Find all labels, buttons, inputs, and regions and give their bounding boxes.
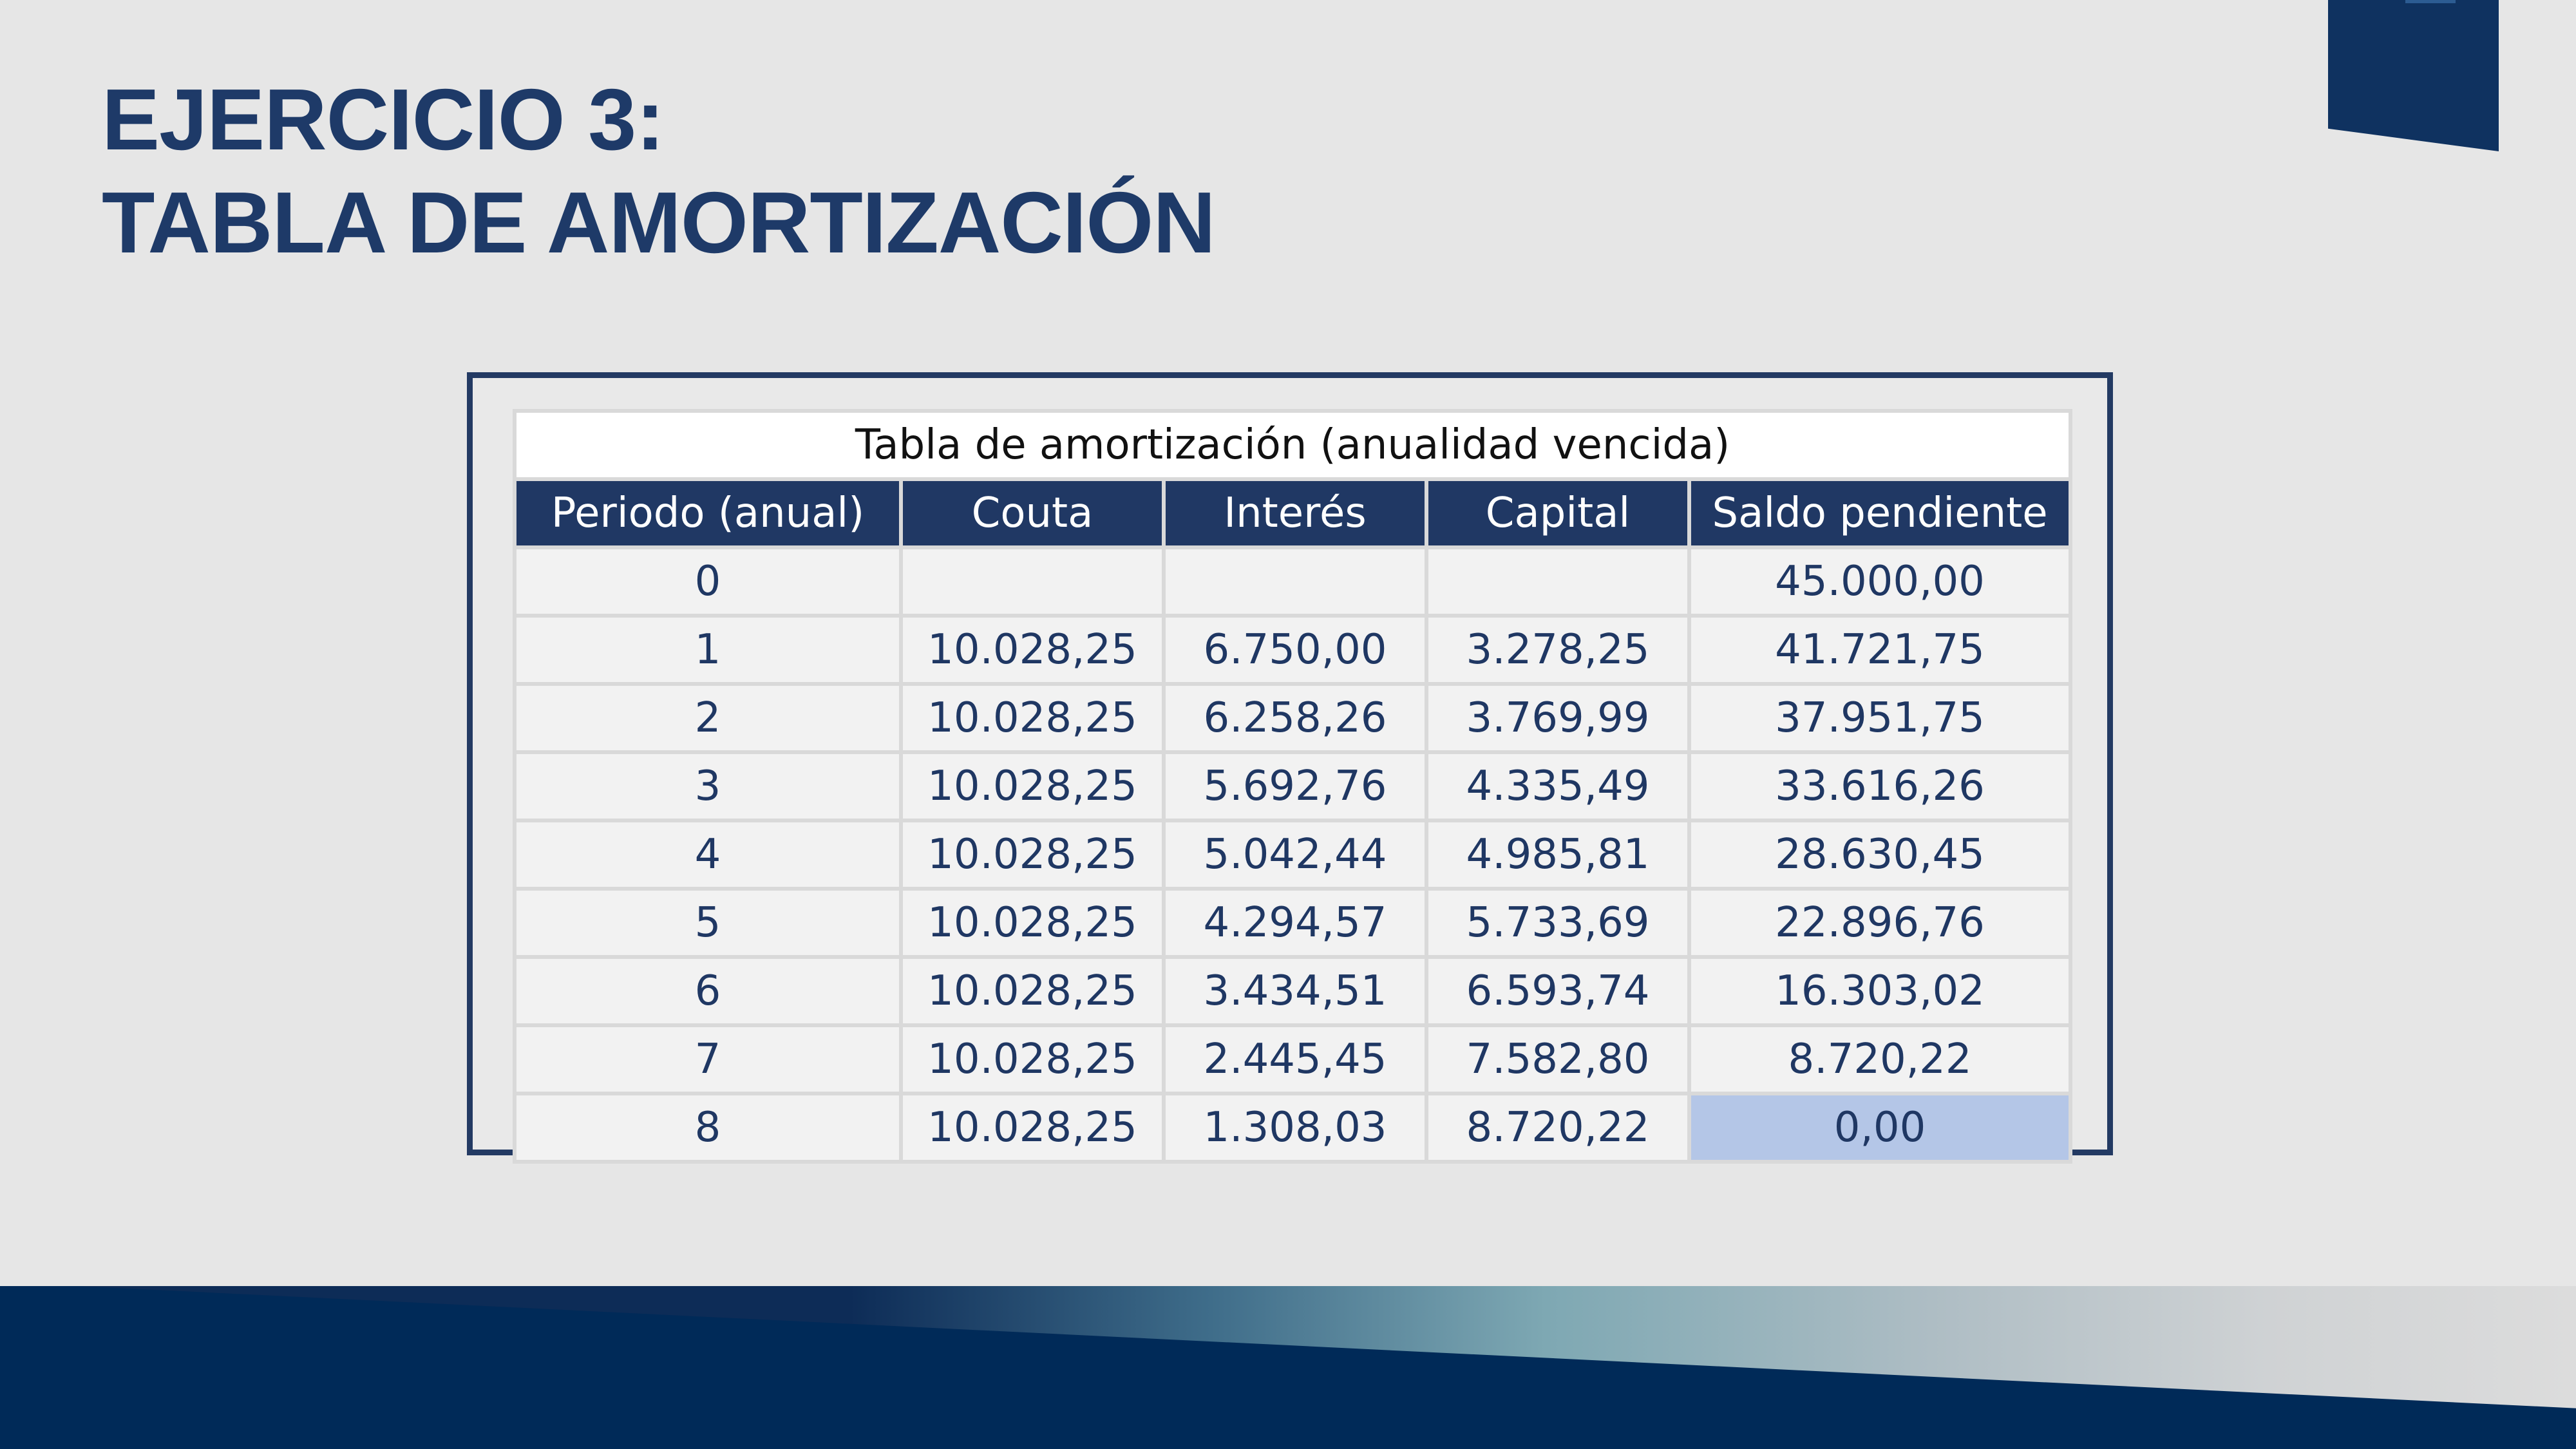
cell-capital: 8.720,22 <box>1425 1092 1691 1164</box>
cell-saldo: 22.896,76 <box>1687 887 2073 959</box>
cell-interes: 3.434,51 <box>1162 955 1428 1027</box>
cell-interes: 1.308,03 <box>1162 1092 1428 1164</box>
cell-couta: 10.028,25 <box>899 1092 1166 1164</box>
table-row: 2 10.028,25 6.258,26 3.769,99 37.951,75 <box>513 682 2073 754</box>
cell-periodo: 7 <box>513 1023 903 1095</box>
cell-capital: 3.769,99 <box>1425 682 1691 754</box>
cell-periodo: 6 <box>513 955 903 1027</box>
table-caption-row: Tabla de amortización (anualidad vencida… <box>512 409 2073 479</box>
cell-interes: 5.692,76 <box>1162 750 1428 822</box>
column-header-interes: Interés <box>1162 477 1428 549</box>
cell-capital: 6.593,74 <box>1425 955 1691 1027</box>
table-row: 1 10.028,25 6.750,00 3.278,25 41.721,75 <box>513 614 2073 686</box>
cell-interes: 5.042,44 <box>1162 819 1428 891</box>
cell-capital: 7.582,80 <box>1425 1023 1691 1095</box>
cell-periodo: 4 <box>513 819 903 891</box>
cell-couta: 10.028,25 <box>899 750 1166 822</box>
table-header-row: Periodo (anual) Couta Interés Capital Sa… <box>513 477 2073 549</box>
column-header-capital: Capital <box>1425 477 1691 549</box>
cell-interes: 6.258,26 <box>1162 682 1428 754</box>
cell-periodo: 5 <box>513 887 903 959</box>
cell-periodo: 2 <box>513 682 903 754</box>
table-row: 6 10.028,25 3.434,51 6.593,74 16.303,02 <box>513 955 2073 1027</box>
slide-title-line-1: EJERCICIO 3: <box>102 71 665 168</box>
table-row: 7 10.028,25 2.445,45 7.582,80 8.720,22 <box>513 1023 2073 1095</box>
table-row: 8 10.028,25 1.308,03 8.720,22 0,00 <box>513 1092 2073 1164</box>
cell-couta <box>899 545 1166 618</box>
table-row: 5 10.028,25 4.294,57 5.733,69 22.896,76 <box>513 887 2073 959</box>
cell-capital <box>1425 545 1691 618</box>
column-header-saldo: Saldo pendiente <box>1687 477 2073 549</box>
corner-accent-tab <box>2328 0 2499 151</box>
cell-capital: 5.733,69 <box>1425 887 1691 959</box>
cell-saldo: 45.000,00 <box>1687 545 2073 618</box>
cell-capital: 4.335,49 <box>1425 750 1691 822</box>
cell-periodo: 1 <box>513 614 903 686</box>
cell-couta: 10.028,25 <box>899 819 1166 891</box>
cell-interes: 4.294,57 <box>1162 887 1428 959</box>
table-caption: Tabla de amortización (anualidad vencida… <box>512 409 2073 479</box>
cell-couta: 10.028,25 <box>899 1023 1166 1095</box>
cell-periodo: 0 <box>513 545 903 618</box>
cell-saldo: 33.616,26 <box>1687 750 2073 822</box>
column-header-couta: Couta <box>899 477 1166 549</box>
slide-title-line-2: TABLA DE AMORTIZACIÓN <box>102 174 1216 271</box>
table-row: 3 10.028,25 5.692,76 4.335,49 33.616,26 <box>513 750 2073 822</box>
cell-interes: 6.750,00 <box>1162 614 1428 686</box>
table-frame: Tabla de amortización (anualidad vencida… <box>467 372 2113 1164</box>
cell-interes: 2.445,45 <box>1162 1023 1428 1095</box>
cell-couta: 10.028,25 <box>899 955 1166 1027</box>
cell-periodo: 8 <box>513 1092 903 1164</box>
cell-saldo: 16.303,02 <box>1687 955 2073 1027</box>
column-header-periodo: Periodo (anual) <box>513 477 903 549</box>
cell-periodo: 3 <box>513 750 903 822</box>
table-row: 0 45.000,00 <box>513 545 2073 618</box>
cell-couta: 10.028,25 <box>899 887 1166 959</box>
cell-saldo: 37.951,75 <box>1687 682 2073 754</box>
amortization-table: Tabla de amortización (anualidad vencida… <box>512 409 2073 1164</box>
cell-interes <box>1162 545 1428 618</box>
cell-saldo: 28.630,45 <box>1687 819 2073 891</box>
cell-capital: 3.278,25 <box>1425 614 1691 686</box>
table-row: 4 10.028,25 5.042,44 4.985,81 28.630,45 <box>513 819 2073 891</box>
cell-saldo: 8.720,22 <box>1687 1023 2073 1095</box>
cell-couta: 10.028,25 <box>899 614 1166 686</box>
cell-saldo: 41.721,75 <box>1687 614 2073 686</box>
cell-couta: 10.028,25 <box>899 682 1166 754</box>
cell-capital: 4.985,81 <box>1425 819 1691 891</box>
cell-saldo-final-highlighted[interactable]: 0,00 <box>1687 1092 2073 1164</box>
